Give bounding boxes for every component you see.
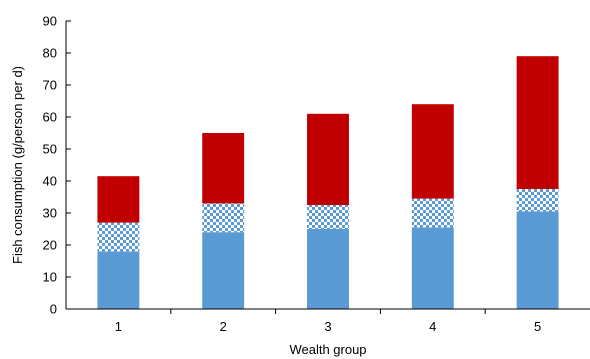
x-tick-label-1: 1 [115,319,122,334]
x-tick-label-5: 5 [534,319,541,334]
bar-segment-2-group-5 [516,189,559,212]
y-tick-label-50: 50 [43,142,57,157]
y-tick-label-90: 90 [43,14,57,29]
y-tick-label-60: 60 [43,110,57,125]
y-tick-label-30: 30 [43,206,57,221]
x-tick-label-2: 2 [220,319,227,334]
bar-segment-3-group-1 [97,176,140,223]
y-tick-label-70: 70 [43,78,57,93]
bar-segment-3-group-2 [202,133,245,204]
y-tick-label-80: 80 [43,46,57,61]
x-tick-label-3: 3 [324,319,331,334]
bar-segment-3-group-5 [516,56,559,190]
bar-segment-1-group-1 [97,251,140,309]
bar-segment-2-group-3 [307,205,349,229]
bar-segment-3-group-4 [411,104,454,199]
bar-segment-2-group-2 [202,203,245,233]
bars-group [97,56,559,309]
x-axis-title: Wealth group [289,342,366,357]
bar-segment-1-group-4 [411,227,454,309]
y-axis-title: Fish consumption (g/person per d) [10,66,25,264]
axes-group: 0 10 20 30 40 50 60 70 80 90 1 2 3 4 5 [43,14,590,334]
bar-segment-2-group-1 [97,222,140,252]
y-tick-label-40: 40 [43,174,57,189]
bar-segment-3-group-3 [307,113,349,205]
bar-segment-1-group-2 [202,232,245,309]
bar-segment-1-group-3 [307,229,349,309]
bar-segment-2-group-4 [411,198,454,228]
x-tick-label-4: 4 [429,319,436,334]
y-tick-label-10: 10 [43,270,57,285]
bar-segment-1-group-5 [516,211,559,309]
y-tick-label-0: 0 [50,302,57,317]
y-tick-label-20: 20 [43,238,57,253]
